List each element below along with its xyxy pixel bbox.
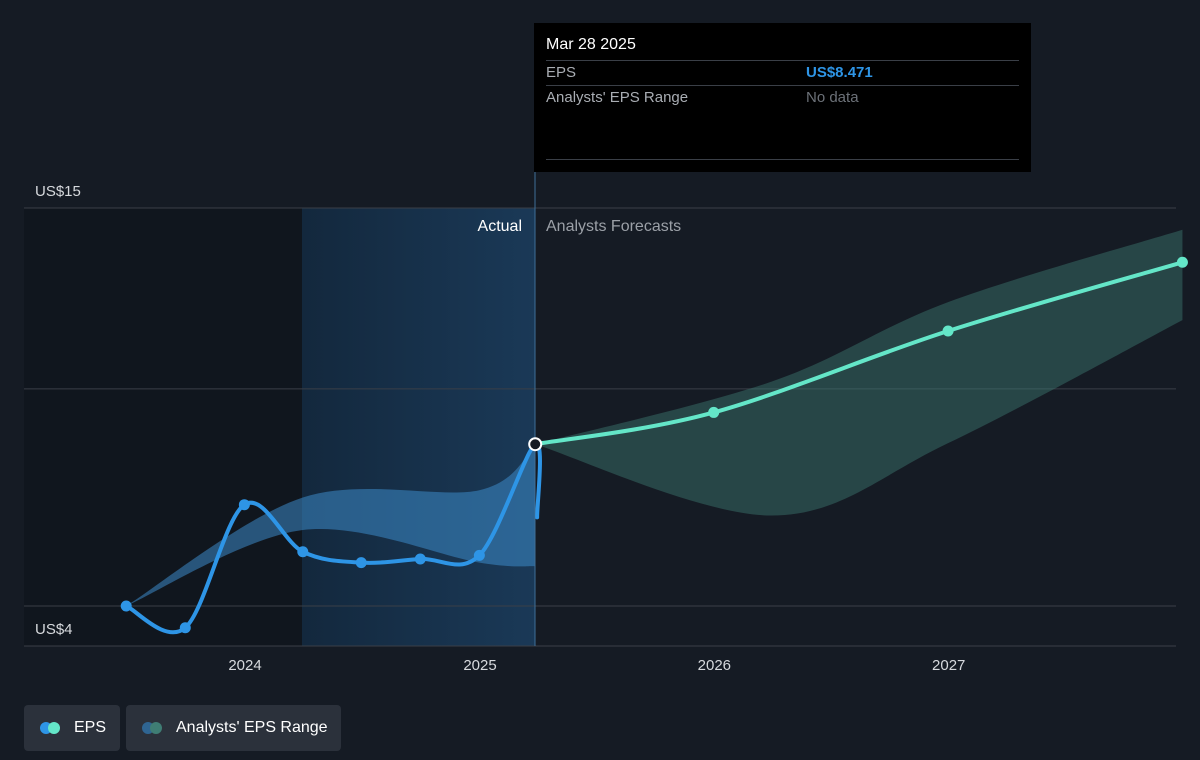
eps-line-forecast [533, 260, 1185, 447]
range-legend-icon [142, 722, 166, 734]
eps-dot-forecast [48, 722, 60, 734]
eps-range-band-actual [126, 444, 536, 606]
tooltip: Mar 28 2025 EPS US$8.471 Analysts' EPS R… [534, 23, 1031, 172]
eps-legend-icon [40, 722, 64, 734]
x-tick-label-2026: 2026 [698, 657, 731, 674]
x-tick-label-2027: 2027 [932, 657, 965, 674]
eps-point-forecast-1 [708, 406, 720, 418]
eps-point-actual-6 [473, 549, 485, 561]
eps-point-forecast-2 [942, 325, 954, 337]
tooltip-row-eps: EPS US$8.471 [546, 60, 1019, 86]
tooltip-eps-label: EPS [546, 64, 577, 81]
eps-point-actual-2 [238, 499, 250, 511]
tooltip-eps-value: US$8.471 [806, 64, 873, 81]
range-dot-forecast [150, 722, 162, 734]
x-tick-label-2024: 2024 [228, 657, 261, 674]
eps-point-actual-4 [355, 557, 367, 569]
legend-range-label: Analysts' EPS Range [176, 719, 328, 736]
x-tick-label-2025: 2025 [463, 657, 496, 674]
legend-eps-label: EPS [74, 719, 107, 736]
tooltip-divider [546, 159, 1019, 160]
y-axis-bottom-label: US$4 [35, 621, 73, 638]
tooltip-row-range: Analysts' EPS Range No data [546, 85, 1019, 111]
tooltip-range-value: No data [806, 89, 859, 106]
eps-point-actual-3 [297, 546, 309, 558]
eps-current-point [528, 437, 543, 452]
actual-label: Actual [478, 218, 522, 235]
past-shade [24, 208, 302, 646]
eps-point-actual-5 [414, 553, 426, 565]
y-axis-top-label: US$15 [35, 183, 81, 200]
eps-point-actual-0 [120, 600, 132, 612]
tooltip-date: Mar 28 2025 [546, 36, 636, 53]
eps-point-actual-1 [179, 622, 191, 634]
eps-range-band-forecast [535, 229, 1183, 516]
legend-eps-button[interactable]: EPS [24, 705, 120, 751]
eps-point-forecast-3 [1176, 256, 1188, 268]
legend-range-button[interactable]: Analysts' EPS Range [126, 705, 341, 751]
forecast-label: Analysts Forecasts [546, 218, 681, 235]
last-year-highlight [302, 208, 535, 646]
eps-chart: US$15 US$4 Actual Analysts Forecasts 202… [24, 172, 1188, 674]
tooltip-range-label: Analysts' EPS Range [546, 89, 689, 106]
